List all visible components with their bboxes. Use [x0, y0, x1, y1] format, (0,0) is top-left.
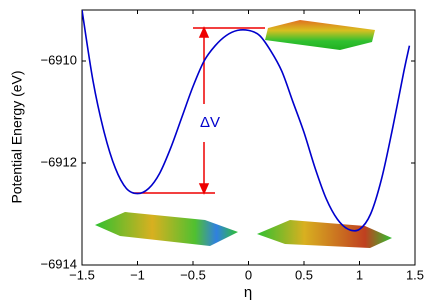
x-tick-label: 1.5 [406, 267, 424, 282]
energy-curve [82, 10, 411, 232]
x-tick-label: −0.5 [180, 267, 206, 282]
x-tick-label: −1 [130, 267, 145, 282]
y-tick-label: −6914 [40, 256, 77, 271]
x-axis-label: η [244, 284, 252, 301]
x-tick-label: 1 [356, 267, 363, 282]
surface-inset [265, 20, 375, 50]
y-tick-label: −6910 [40, 52, 77, 67]
insets [95, 20, 392, 248]
arrow-head [198, 183, 210, 195]
x-tick-label: 0 [245, 267, 252, 282]
surface-inset [257, 220, 392, 248]
surface-inset [95, 212, 238, 246]
x-tick-label: 0.5 [295, 267, 313, 282]
delta-v-annotation [133, 26, 265, 195]
y-tick-label: −6912 [40, 154, 77, 169]
y-axis-label: Potential Energy (eV) [9, 70, 25, 203]
x-tick-label: −1.5 [69, 267, 95, 282]
arrow-head [198, 26, 210, 38]
annotation: ΔV [200, 114, 220, 131]
